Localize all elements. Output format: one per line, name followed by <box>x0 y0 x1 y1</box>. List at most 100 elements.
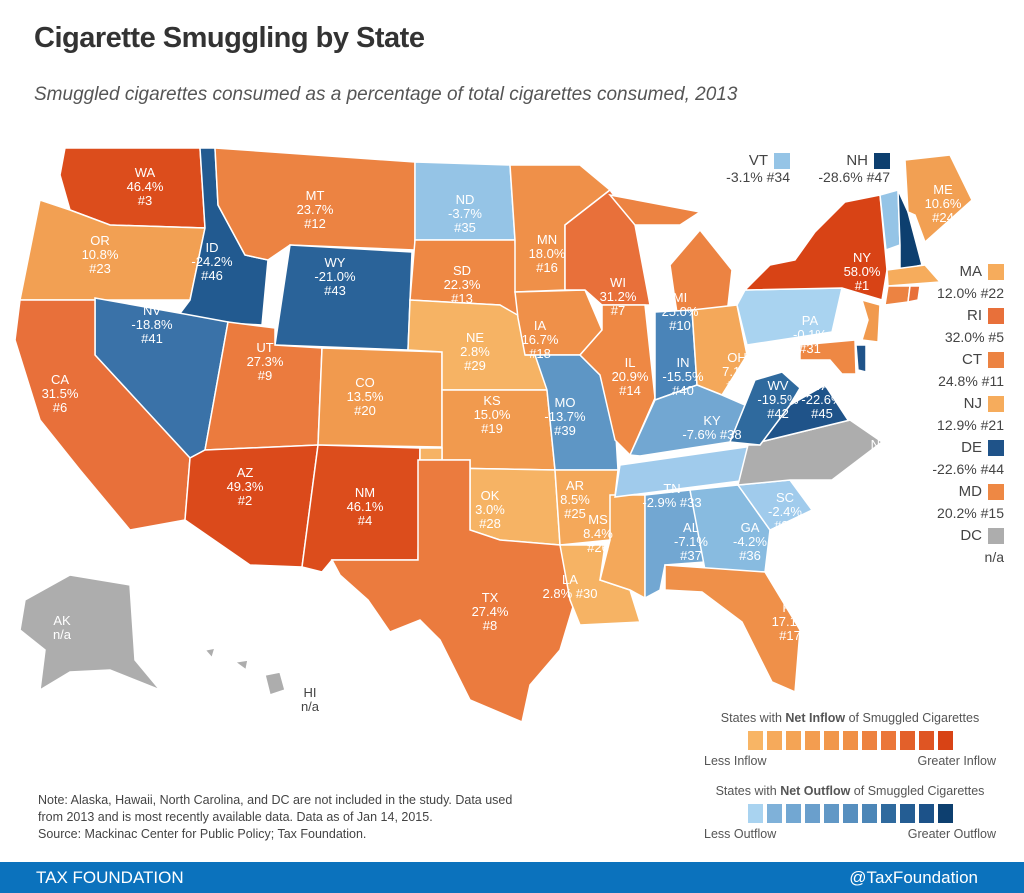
inset-swatch <box>874 153 890 170</box>
state-rank: #20 <box>354 403 376 418</box>
outflow-color-scale <box>700 804 1000 823</box>
footer-bar: TAX FOUNDATION @TaxFoundation <box>0 862 1024 893</box>
state-me <box>904 154 973 244</box>
state-label-tn: TN <box>663 481 680 496</box>
small-state-abbr: MA <box>959 263 983 280</box>
source-line: Source: Mackinac Center for Public Polic… <box>38 827 367 841</box>
state-rank: #17 <box>779 628 801 643</box>
small-states-legend: MA 12.0% #22 RI 32.0% #5 CT 24.8% #11 NJ 12.9% … <box>900 260 1004 568</box>
less-outflow-label: Less Outflow <box>704 827 777 841</box>
state-value: -7.6% #38 <box>682 427 741 442</box>
state-label-az: AZ <box>237 465 254 480</box>
state-ga <box>689 484 771 573</box>
small-state-abbr: NJ <box>963 395 982 412</box>
small-state-value: 32.0% #5 <box>944 329 1004 345</box>
small-state-swatch <box>988 440 1004 457</box>
state-value: 31.5% <box>42 386 79 401</box>
state-value: 8.5% <box>560 492 590 507</box>
state-value: -7.1% <box>674 534 708 549</box>
state-value: 2.8% <box>460 344 490 359</box>
state-ny <box>743 194 888 301</box>
state-rank: #37 <box>680 548 702 563</box>
state-rank: #45 <box>811 406 833 421</box>
state-label-ok: OK <box>481 488 500 503</box>
legend-swatch <box>899 731 915 750</box>
legend-swatch <box>747 804 763 823</box>
legend-swatch <box>785 731 801 750</box>
state-ca <box>14 299 191 531</box>
state-label-fl: FL <box>782 600 797 615</box>
less-inflow-label: Less Inflow <box>704 754 767 768</box>
state-value: -22.6% <box>801 392 843 407</box>
state-label-al: AL <box>683 520 699 535</box>
small-state-ri: RI <box>900 304 1004 326</box>
state-label-ia: IA <box>534 318 547 333</box>
state-rank: #42 <box>767 406 789 421</box>
state-value: -19.5% <box>757 392 799 407</box>
legend-swatch <box>880 804 896 823</box>
state-rank: #4 <box>358 513 372 528</box>
state-label-ks: KS <box>483 393 501 408</box>
state-rank: #18 <box>529 346 551 361</box>
state-value: 27.3% <box>247 354 284 369</box>
legend-swatch <box>937 804 953 823</box>
state-rank: #29 <box>464 358 486 373</box>
state-value: -2.4% <box>768 504 802 519</box>
state-value: 2.8% #30 <box>543 586 598 601</box>
state-hi <box>264 671 286 696</box>
small-state-swatch <box>988 484 1004 501</box>
state-value: 10.6% <box>925 196 962 211</box>
small-state-md: MD <box>900 480 1004 502</box>
state-label-va: VA <box>814 378 831 393</box>
greater-outflow-label: Greater Outflow <box>907 827 996 841</box>
state-rank: #32 <box>774 518 796 533</box>
state-value: 17.1% <box>772 614 809 629</box>
state-hi <box>233 659 249 672</box>
state-label-ne: NE <box>466 330 484 345</box>
state-rank: #1 <box>855 278 869 293</box>
legend-swatch <box>766 804 782 823</box>
state-label-or: OR <box>90 233 110 248</box>
legend-text: of Smuggled Cigarettes <box>850 784 985 798</box>
legend-swatch <box>842 804 858 823</box>
state-rank: #46 <box>201 268 223 283</box>
small-state-abbr: RI <box>967 307 982 324</box>
small-state-swatch <box>988 308 1004 325</box>
outflow-legend: States with Net Outflow of Smuggled Ciga… <box>700 784 1000 841</box>
state-label-mi: MI <box>673 290 687 305</box>
inflow-color-scale <box>700 731 1000 750</box>
legend-swatch <box>861 804 877 823</box>
state-rank: #14 <box>619 383 641 398</box>
inset-abbr: VT <box>748 152 768 169</box>
state-rank: #27 <box>726 378 748 393</box>
state-ky <box>628 384 746 457</box>
state-label-ar: AR <box>566 478 584 493</box>
state-value: -2.9% #33 <box>642 495 701 510</box>
us-map: WA46.4%#3OR10.8%#23ID-24.2%#46MT23.7%#12… <box>14 147 973 724</box>
footer-brand: TAX FOUNDATION <box>36 867 184 887</box>
state-fl <box>664 564 801 694</box>
footer-handle: @TaxFoundation <box>849 867 978 887</box>
legend-text: States with <box>715 784 781 798</box>
state-rank: #8 <box>483 618 497 633</box>
state-label-ut: UT <box>256 340 273 355</box>
state-label-ny: NY <box>853 250 871 265</box>
state-value: 8.4% <box>583 526 613 541</box>
state-label-nd: ND <box>456 192 475 207</box>
state-rank: #36 <box>739 548 761 563</box>
state-label-me: ME <box>933 182 953 197</box>
state-rank: #6 <box>53 400 67 415</box>
state-rank: #28 <box>479 516 501 531</box>
small-state-value: 12.9% #21 <box>937 417 1004 433</box>
state-value: 23.7% <box>297 202 334 217</box>
small-state-ma: MA <box>900 260 1004 282</box>
chart-title: Cigarette Smuggling by State <box>34 22 425 54</box>
inset-swatch <box>774 153 790 170</box>
state-value: 16.7% <box>522 332 559 347</box>
note-line: Note: Alaska, Hawaii, North Carolina, an… <box>38 793 513 807</box>
small-state-abbr: MD <box>958 483 982 500</box>
legend-swatch <box>937 731 953 750</box>
small-state-nj: NJ <box>900 392 1004 414</box>
state-label-nc: NC <box>871 437 890 452</box>
state-rank: #41 <box>141 331 163 346</box>
